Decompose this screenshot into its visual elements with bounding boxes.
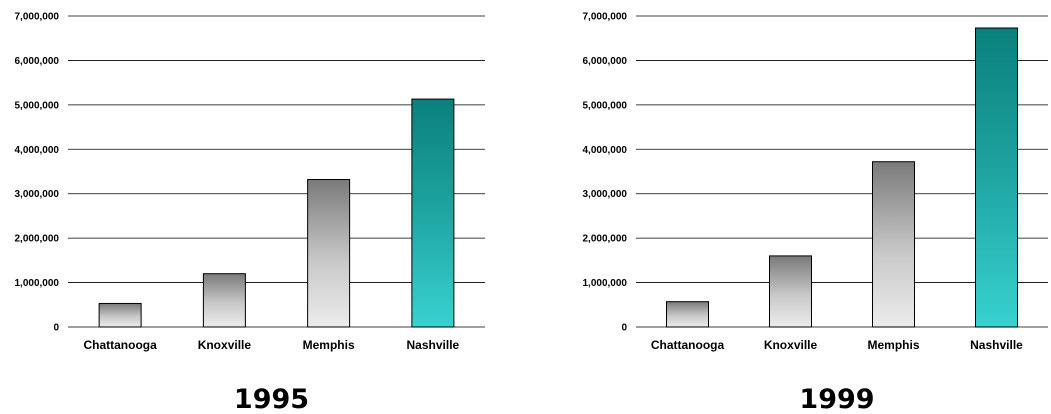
x-category-label: Memphis xyxy=(303,338,355,352)
y-tick-label: 5,000,000 xyxy=(583,100,628,111)
x-category-label: Nashville xyxy=(970,338,1023,352)
y-tick-label: 7,000,000 xyxy=(583,12,628,23)
x-category-label: Knoxville xyxy=(764,338,818,352)
y-tick-label: 3,000,000 xyxy=(583,189,628,200)
x-category-label: Nashville xyxy=(407,338,460,352)
y-tick-label: 2,000,000 xyxy=(583,234,628,245)
bar-knoxville xyxy=(769,255,812,328)
y-tick-label: 6,000,000 xyxy=(583,56,628,67)
y-tick-label: 1,000,000 xyxy=(15,278,60,289)
x-category-label: Chattanooga xyxy=(83,338,157,352)
y-tick-label: 0 xyxy=(621,323,627,334)
x-category-label: Knoxville xyxy=(198,338,252,352)
bar-memphis xyxy=(307,178,351,328)
y-tick-label: 7,000,000 xyxy=(15,12,60,23)
bar-memphis xyxy=(872,161,915,328)
y-tick-label: 5,000,000 xyxy=(15,100,60,111)
chart-title: 1999 xyxy=(799,384,874,414)
bar-chattanooga xyxy=(98,302,142,328)
chart-panel-1999: 0 1,000,000 2,000,000 3,000,000 4,000,000 5,0… xyxy=(583,12,1048,414)
y-tick-label: 1,000,000 xyxy=(583,278,628,289)
chart-panel-1995: 0 1,000,000 2,000,000 3,000,000 4,000,000 5,0… xyxy=(15,12,485,414)
x-category-label: Memphis xyxy=(867,338,919,352)
y-tick-label: 2,000,000 xyxy=(15,234,60,245)
y-tick-label: 4,000,000 xyxy=(583,145,628,156)
y-tick-label: 3,000,000 xyxy=(15,189,60,200)
y-tick-label: 0 xyxy=(53,323,59,334)
bar-nashville xyxy=(975,27,1018,328)
x-category-label: Chattanooga xyxy=(651,338,725,352)
chart-title: 1995 xyxy=(234,384,309,414)
y-tick-label: 4,000,000 xyxy=(15,145,60,156)
bar-chattanooga xyxy=(666,301,709,328)
bar-nashville xyxy=(411,98,455,328)
y-tick-label: 6,000,000 xyxy=(15,56,60,67)
bar-knoxville xyxy=(202,273,246,328)
